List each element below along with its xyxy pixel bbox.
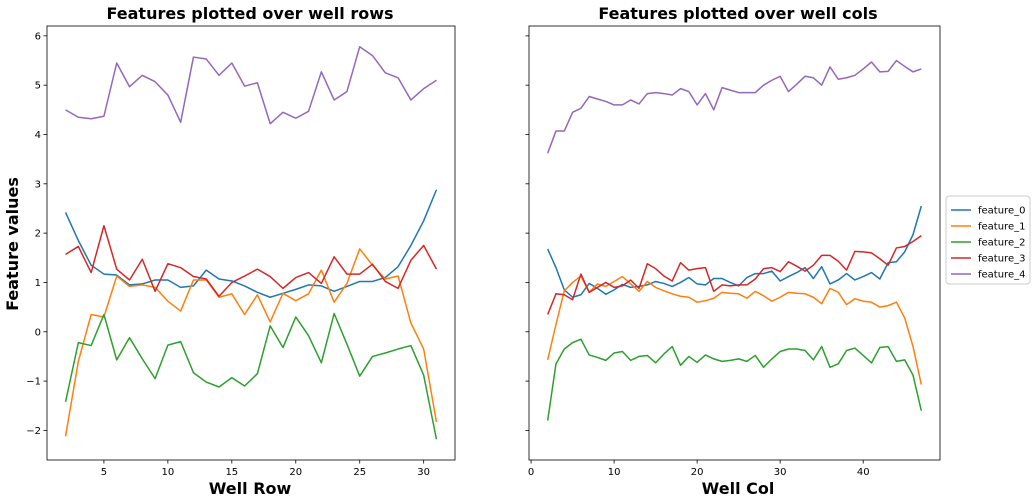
legend-label: feature_4 [978, 270, 1025, 281]
rows-x-tick-label: 10 [161, 467, 174, 478]
cols-x-tick-label: 30 [774, 467, 787, 478]
rows-subplot: Features plotted over well rows Well Row… [3, 4, 456, 498]
rows-x-tick-label: 5 [101, 467, 107, 478]
rows-y-tick-label: 4 [35, 130, 41, 141]
rows-x-tick-label: 20 [289, 467, 302, 478]
cols-line-feature-4 [546, 59, 922, 154]
rows-x-tick-label: 15 [225, 467, 238, 478]
rows-y-tick-label: 1 [35, 278, 41, 289]
rows-y-tick-label: 2 [35, 229, 41, 240]
cols-line-feature-1 [546, 275, 923, 385]
cols-chart-title: Features plotted over well cols [598, 4, 877, 23]
cols-x-tick-label: 20 [691, 467, 704, 478]
cols-tick-labels: 0 10 20 30 40 [525, 35, 870, 478]
legend-label: feature_3 [978, 254, 1025, 265]
rows-y-tick-label: 3 [35, 179, 41, 190]
cols-line-feature-0 [546, 205, 923, 298]
y-axis-label: Feature values [3, 177, 22, 311]
rows-y-tick-label: −1 [26, 377, 41, 388]
legend-label: feature_1 [978, 222, 1025, 233]
rows-y-tick-label: −2 [26, 426, 41, 437]
rows-line-feature-2 [64, 312, 438, 440]
rows-x-tick-label: 30 [417, 467, 430, 478]
rows-line-feature-1 [64, 248, 438, 437]
cols-x-tick-label: 0 [528, 467, 534, 478]
rows-line-feature-0 [64, 189, 438, 298]
cols-x-tick-label: 40 [857, 467, 870, 478]
rows-y-tick-label: 6 [35, 31, 41, 42]
rows-y-tick-label: 0 [35, 327, 41, 338]
rows-series-lines [64, 45, 438, 440]
rows-line-feature-4 [65, 45, 437, 125]
rows-plot-frame [46, 25, 456, 461]
cols-line-feature-2 [546, 338, 923, 421]
rows-tick-labels: 5 10 15 20 25 30 −2 −1 0 1 2 3 4 5 6 [26, 31, 430, 478]
legend-label: feature_0 [978, 206, 1025, 217]
rows-chart-title: Features plotted over well rows [107, 4, 394, 23]
cols-x-axis-label: Well Col [702, 479, 775, 498]
rows-x-axis-label: Well Row [209, 479, 292, 498]
rows-line-feature-3 [65, 224, 438, 298]
cols-x-tick-label: 10 [608, 467, 621, 478]
legend-box [945, 195, 1031, 285]
legend-label: feature_2 [978, 238, 1025, 249]
rows-y-tick-label: 5 [35, 81, 41, 92]
cols-subplot: Features plotted over well cols Well Col… [525, 4, 941, 498]
cols-plot-frame [528, 25, 941, 461]
legend: feature_0 feature_1 feature_2 feature_3feat… [945, 195, 1031, 285]
cols-series-lines [546, 59, 923, 421]
rows-x-tick-label: 25 [353, 467, 366, 478]
cols-line-feature-3 [546, 234, 922, 315]
